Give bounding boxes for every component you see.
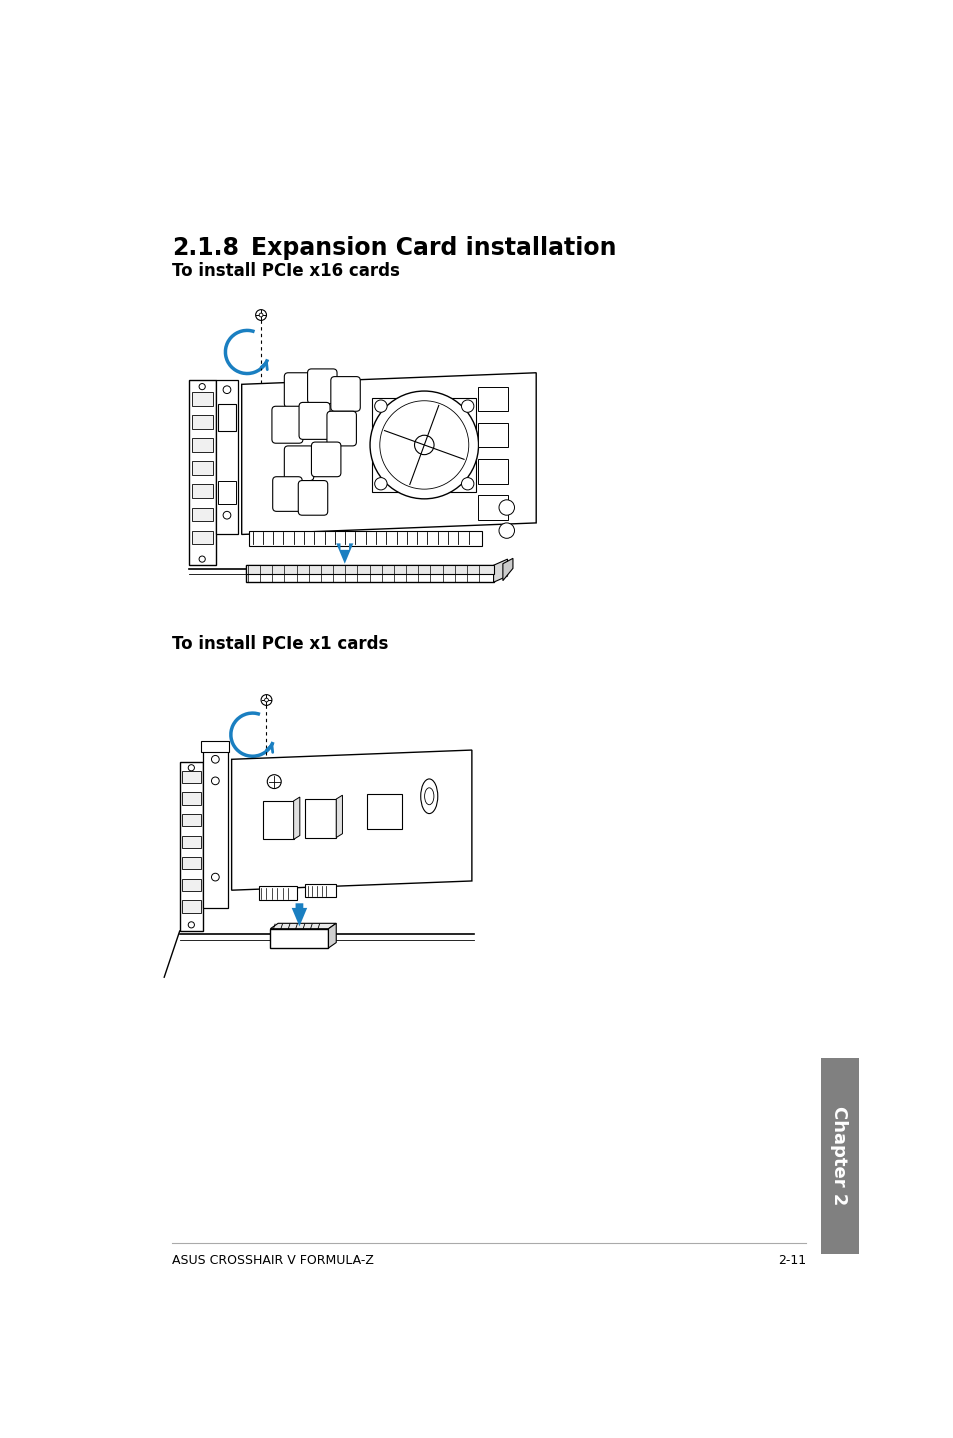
Bar [192,416,213,429]
Bar [201,741,229,752]
FancyBboxPatch shape [331,377,360,411]
Bar [245,565,493,574]
Bar [262,801,294,840]
Polygon shape [335,544,353,564]
Circle shape [212,873,219,881]
Circle shape [259,313,263,316]
Bar [182,792,200,805]
Polygon shape [232,751,472,890]
Polygon shape [328,923,335,948]
Bar [189,381,216,565]
Polygon shape [270,923,335,929]
Bar [182,879,200,892]
FancyBboxPatch shape [307,370,336,404]
Circle shape [375,477,387,490]
Circle shape [264,697,268,702]
Circle shape [223,385,231,394]
Bar [182,900,200,913]
Bar [192,462,213,475]
Circle shape [199,384,205,390]
Circle shape [498,500,514,515]
Bar [182,771,200,784]
Polygon shape [493,559,507,582]
Bar [192,531,213,545]
Bar [182,814,200,827]
Bar [192,393,213,406]
Circle shape [199,557,205,562]
Text: ASUS CROSSHAIR V FORMULA-Z: ASUS CROSSHAIR V FORMULA-Z [172,1254,374,1267]
Circle shape [255,309,266,321]
Circle shape [498,523,514,538]
Bar [203,751,228,907]
Polygon shape [294,797,299,840]
Polygon shape [292,903,307,926]
Circle shape [223,512,231,519]
Circle shape [379,401,468,489]
Bar [477,387,507,411]
Circle shape [415,436,434,454]
Text: 2.1.8: 2.1.8 [172,236,238,260]
Ellipse shape [420,779,437,814]
Circle shape [267,775,281,788]
FancyBboxPatch shape [272,407,303,443]
FancyBboxPatch shape [284,372,314,407]
Bar [192,485,213,499]
Circle shape [188,922,194,928]
FancyBboxPatch shape [298,403,330,440]
FancyBboxPatch shape [311,441,340,477]
Polygon shape [241,372,536,535]
Bar [182,835,200,848]
Bar [270,929,328,948]
Bar [820,1058,858,1254]
Bar [216,381,237,535]
Circle shape [212,755,219,764]
Bar [477,423,507,447]
FancyBboxPatch shape [273,477,302,512]
Text: To install PCIe x16 cards: To install PCIe x16 cards [172,262,399,280]
Circle shape [188,765,194,771]
Bar [477,459,507,483]
Polygon shape [258,886,297,900]
Bar [477,495,507,519]
FancyBboxPatch shape [327,411,356,446]
FancyBboxPatch shape [284,446,314,480]
Ellipse shape [424,788,434,805]
Circle shape [461,400,474,413]
Bar [192,508,213,522]
Circle shape [375,400,387,413]
Polygon shape [502,558,513,581]
Bar [249,531,481,546]
Circle shape [461,477,474,490]
Bar [192,439,213,452]
Bar [245,565,493,582]
FancyBboxPatch shape [298,480,328,515]
Text: To install PCIe x1 cards: To install PCIe x1 cards [172,634,388,653]
Polygon shape [335,795,342,837]
Circle shape [212,777,219,785]
Polygon shape [372,397,476,492]
Bar [367,794,402,828]
Bar [305,800,335,837]
Circle shape [261,695,272,706]
Text: Chapter 2: Chapter 2 [829,1106,847,1205]
Bar [217,480,236,503]
Bar [217,404,236,430]
Bar [182,857,200,870]
Text: 2-11: 2-11 [777,1254,805,1267]
Polygon shape [305,884,335,897]
Text: Expansion Card installation: Expansion Card installation [251,236,616,260]
Circle shape [370,391,478,499]
Bar [179,762,203,930]
